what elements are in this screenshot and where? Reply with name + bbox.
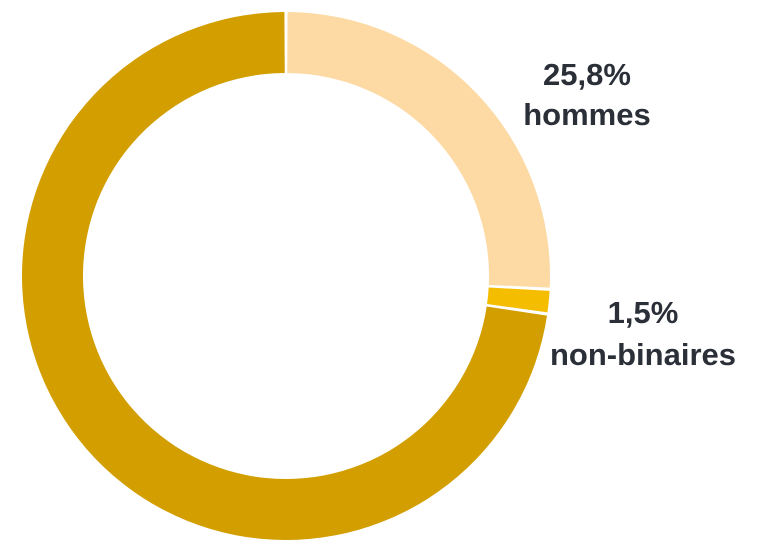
slice-category-label-non-binaires: non-binaires xyxy=(550,337,736,372)
slice-category-label-hommes: hommes xyxy=(523,97,650,132)
donut-slice-1 xyxy=(487,287,550,313)
slice-labels: 25,8% hommes 1,5% non-binaires xyxy=(523,57,736,372)
slice-value-label-hommes: 25,8% xyxy=(543,57,631,92)
donut-slices xyxy=(22,12,550,540)
donut-slice-0 xyxy=(287,12,550,288)
slice-value-label-non-binaires: 1,5% xyxy=(608,295,679,330)
